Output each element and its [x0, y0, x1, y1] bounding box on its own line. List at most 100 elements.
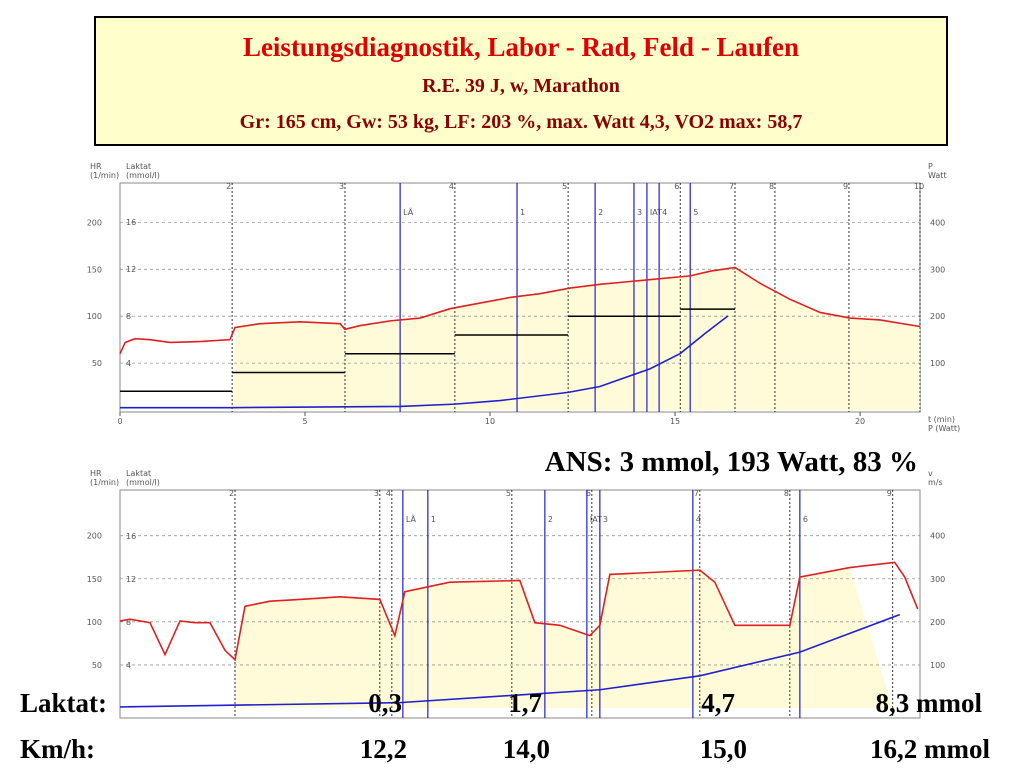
y-tick-label: 50: [92, 359, 102, 368]
marker-label: 2: [229, 489, 234, 498]
marker-label: 9: [887, 489, 892, 498]
laktat-value: 1,7: [508, 688, 542, 718]
y3-tick-label: 100: [930, 661, 945, 670]
y-axis-label: HR: [90, 469, 102, 478]
x-axis-label: t (min): [928, 415, 955, 424]
y2-tick-label: 8: [126, 618, 131, 627]
hr-area: [232, 267, 920, 410]
chart: HR(1/min)Laktat(mmol/l)PWatt501001502004…: [87, 162, 960, 433]
marker-label: 7: [729, 182, 734, 191]
threshold-label: 4: [662, 208, 667, 217]
y3-tick-label: 400: [930, 532, 945, 541]
marker-label: 8: [784, 489, 789, 498]
series-line: [119, 561, 919, 662]
y2-tick-label: 12: [126, 265, 136, 274]
y2-tick-label: 16: [126, 532, 136, 541]
hr-area: [235, 567, 893, 708]
threshold-label: 1: [431, 515, 436, 524]
threshold-label: LÄ: [403, 207, 414, 217]
y3-axis-label: v: [928, 469, 933, 478]
threshold-label: LÄ: [406, 514, 417, 524]
y-axis-unit: (1/min): [90, 478, 119, 487]
marker-label: 5: [506, 489, 511, 498]
threshold-label: IAT: [650, 208, 662, 217]
marker-label: 4: [386, 489, 391, 498]
marker-label: 7: [694, 489, 699, 498]
subtitle: R.E. 39 J, w, Marathon: [422, 75, 620, 97]
series-line: [119, 266, 921, 355]
threshold-label: IAT: [590, 515, 602, 524]
laktat-value: 8,3 mmol: [876, 688, 983, 718]
y3-tick-label: 200: [930, 618, 945, 627]
y3-axis-unit: m/s: [928, 478, 943, 487]
threshold-label: 2: [548, 515, 553, 524]
y2-tick-label: 4: [126, 661, 131, 670]
threshold-label: 5: [693, 208, 698, 217]
marker-label: 3: [339, 182, 344, 191]
marker-label: 6: [674, 182, 679, 191]
laktat-label: Laktat:: [20, 688, 107, 718]
kmh-value: 12,2: [360, 734, 407, 764]
marker-label: 4: [449, 182, 454, 191]
kmh-value: 16,2 mmol: [870, 734, 990, 764]
y2-axis-unit: (mmol/l): [126, 171, 160, 180]
x-tick-label: 20: [855, 417, 865, 426]
y-axis-label: HR: [90, 162, 102, 171]
y-tick-label: 100: [87, 312, 102, 321]
series-line: [119, 613, 900, 708]
marker-label: 3: [374, 489, 379, 498]
threshold-label: 3: [637, 208, 642, 217]
y-tick-label: 150: [87, 575, 102, 584]
threshold-label: 4: [696, 515, 701, 524]
y3-axis-label: P: [928, 162, 933, 171]
y3-tick-label: 300: [930, 265, 945, 274]
y2-axis-label: Laktat: [126, 162, 151, 171]
kmh-label: Km/h:: [20, 734, 95, 764]
x-tick-label: 0: [117, 417, 122, 426]
y3-tick-label: 400: [930, 218, 945, 227]
laktat-value: 0,3: [368, 688, 402, 718]
marker-label: 5: [562, 182, 567, 191]
title: Leistungsdiagnostik, Labor - Rad, Feld -…: [243, 32, 799, 62]
laktat-value: 4,7: [701, 688, 735, 718]
charts: HR(1/min)Laktat(mmol/l)PWatt501001502004…: [87, 162, 960, 719]
marker-label: 9: [843, 182, 848, 191]
header-box: [94, 16, 948, 146]
ans-text: ANS: 3 mmol, 193 Watt, 83 %: [545, 446, 918, 478]
y3-tick-label: 100: [930, 359, 945, 368]
y3-tick-label: 200: [930, 312, 945, 321]
y2-axis-unit: (mmol/l): [126, 478, 160, 487]
threshold-label: 2: [598, 208, 603, 217]
y2-tick-label: 16: [126, 218, 136, 227]
marker-label: 8: [769, 182, 774, 191]
threshold-label: 6: [803, 515, 808, 524]
marker-label: 2: [226, 182, 231, 191]
threshold-label: 3: [603, 515, 608, 524]
y2-tick-label: 12: [126, 575, 136, 584]
y2-tick-label: 4: [126, 359, 131, 368]
y3-axis-unit: Watt: [928, 171, 947, 180]
y-tick-label: 150: [87, 265, 102, 274]
y-tick-label: 200: [87, 218, 102, 227]
y2-tick-label: 8: [126, 312, 131, 321]
details: Gr: 165 cm, Gw: 53 kg, LF: 203 %, max. W…: [240, 111, 803, 133]
marker-label: 6: [586, 489, 591, 498]
y-tick-label: 50: [92, 661, 102, 670]
x2-axis-label: P (Watt): [928, 424, 960, 433]
y-tick-label: 100: [87, 618, 102, 627]
y-tick-label: 200: [87, 532, 102, 541]
threshold-label: 1: [520, 208, 525, 217]
kmh-value: 15,0: [700, 734, 747, 764]
marker-label: 10: [914, 182, 924, 191]
y-axis-unit: (1/min): [90, 171, 119, 180]
series-line: [120, 315, 729, 409]
kmh-value: 14,0: [503, 734, 550, 764]
rows: Laktat: Km/h: 0,3 1,7 4,7 8,3 mmol 12,2 14,0 1…: [20, 688, 990, 764]
y3-tick-label: 300: [930, 575, 945, 584]
y2-axis-label: Laktat: [126, 469, 151, 478]
chart: HR(1/min) Laktat(mmol/l) vm/s 50 100 150 200 4 8…: [87, 469, 945, 719]
x-tick-label: 15: [670, 417, 680, 426]
x-tick-label: 10: [485, 417, 495, 426]
x-tick-label: 5: [302, 417, 307, 426]
